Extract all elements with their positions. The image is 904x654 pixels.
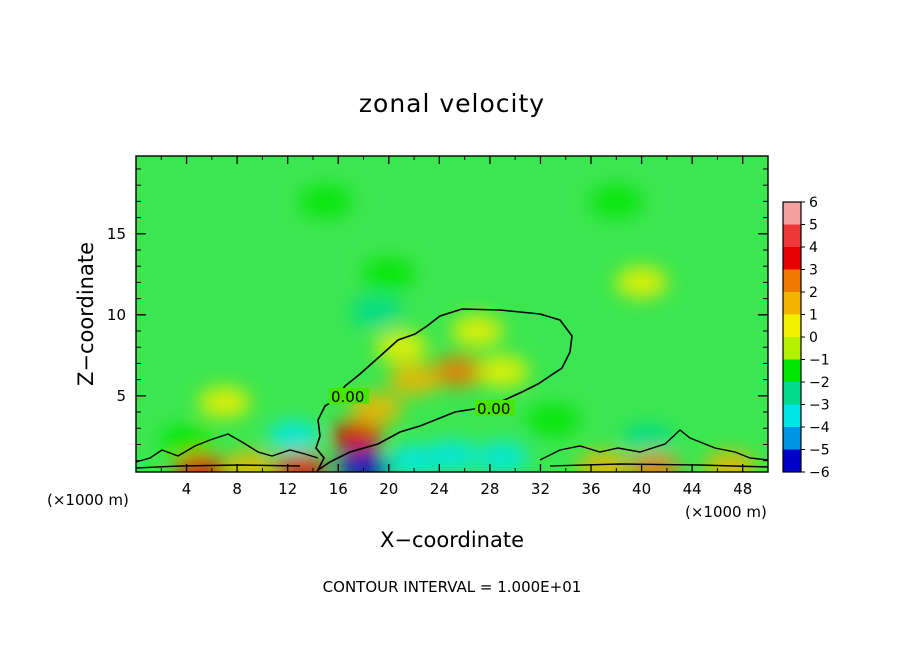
heatmap-cell [331, 420, 384, 453]
heatmap-cell [704, 451, 757, 472]
heatmap-cell [577, 451, 630, 472]
x-axis: 4 8 12 16 20 24 28 32 36 40 44 48 [160, 156, 752, 498]
heatmap-cell [388, 363, 441, 396]
colorbar-label: 6 [809, 195, 818, 211]
heatmap-cell [621, 423, 674, 456]
heatmap-cell [198, 386, 251, 419]
x-tick-label: 32 [531, 480, 550, 498]
x-tick-label: 24 [430, 480, 449, 498]
y-tick-label: 15 [107, 225, 126, 243]
colorbar-swatch [783, 449, 801, 473]
colorbar-label: −1 [809, 353, 830, 369]
x-tick-label: 16 [329, 480, 348, 498]
colorbar-label: −4 [809, 420, 830, 436]
heatmap-cell [590, 185, 643, 218]
colorbar-label: −2 [809, 375, 830, 391]
heatmap-cell [527, 404, 580, 437]
colorbar-label: 0 [809, 330, 818, 346]
heatmap-background [136, 156, 768, 472]
contour-label: 0.00 [331, 388, 364, 406]
x-tick-label: 4 [182, 480, 192, 498]
contour-label-background [329, 388, 369, 404]
colorbar-label: −6 [809, 465, 830, 481]
colorbar-label: −3 [809, 398, 830, 414]
heatmap-cell [160, 425, 213, 458]
colorbar-swatch [783, 314, 801, 338]
contour-label-background [475, 400, 515, 416]
zero-contour-line [539, 429, 768, 461]
colorbar-swatch [783, 382, 801, 405]
heatmap-cell [362, 258, 415, 291]
colorbar-swatch [783, 247, 801, 270]
heatmap-cell [375, 331, 428, 364]
heatmap-cell [615, 266, 668, 299]
colorbar-swatch [783, 224, 801, 248]
x-tick-label: 40 [632, 480, 651, 498]
x-axis-unit-left: (×1000 m) [47, 491, 129, 509]
plot-frame [135, 155, 769, 473]
x-tick-label: 36 [581, 480, 600, 498]
y-axis-label: Z−coordinate [74, 242, 98, 386]
heatmap-field [160, 185, 757, 472]
colorbar-swatch [783, 202, 801, 225]
x-axis-label: X−coordinate [380, 528, 524, 552]
contour-label: 0.00 [477, 400, 510, 418]
colorbar-swatch [783, 269, 801, 293]
contour-interval: CONTOUR INTERVAL = 1.000E+01 [323, 578, 582, 596]
colorbar: 6 5 4 3 2 1 0 −1 −2 −3 −4 −5 −6 [782, 195, 830, 481]
y-tick-label: 5 [116, 387, 126, 405]
heatmap-cell [388, 444, 441, 472]
x-tick-label: 48 [733, 480, 752, 498]
y-axis: 5 10 15 [107, 168, 768, 462]
colorbar-swatch [783, 292, 801, 315]
colorbar-label: 4 [809, 240, 818, 256]
heatmap-cell [350, 295, 403, 328]
heatmap-cell [476, 355, 529, 388]
colorbar-swatch [783, 337, 801, 360]
heatmap-cell [451, 315, 504, 348]
plot-area: 0.00 0.00 [136, 156, 768, 472]
x-tick-label: 12 [278, 480, 297, 498]
colorbar-label: 3 [809, 263, 818, 279]
heatmap-cell [476, 441, 529, 472]
x-tick-label: 44 [683, 480, 702, 498]
colorbar-label: 2 [809, 285, 818, 301]
colorbar-swatch [783, 404, 801, 428]
x-tick-label: 28 [480, 480, 499, 498]
heatmap-cell [268, 420, 320, 453]
x-axis-unit-right: (×1000 m) [685, 503, 767, 521]
zero-contour-line [136, 433, 319, 463]
heatmap-cell [337, 451, 390, 472]
chart-title: zonal velocity [359, 89, 545, 118]
x-tick-label: 20 [379, 480, 398, 498]
colorbar-swatch [783, 359, 801, 383]
colorbar-label: 5 [809, 218, 818, 234]
colorbar-label: −5 [809, 443, 830, 459]
zero-contour-line [136, 463, 768, 469]
y-tick-label: 10 [107, 306, 126, 324]
colorbar-swatch [783, 427, 801, 450]
heatmap-cell [299, 185, 352, 218]
colorbar-label: 1 [809, 308, 818, 324]
x-tick-label: 8 [232, 480, 242, 498]
heatmap-cell [432, 355, 485, 388]
heatmap-cell [223, 451, 276, 472]
